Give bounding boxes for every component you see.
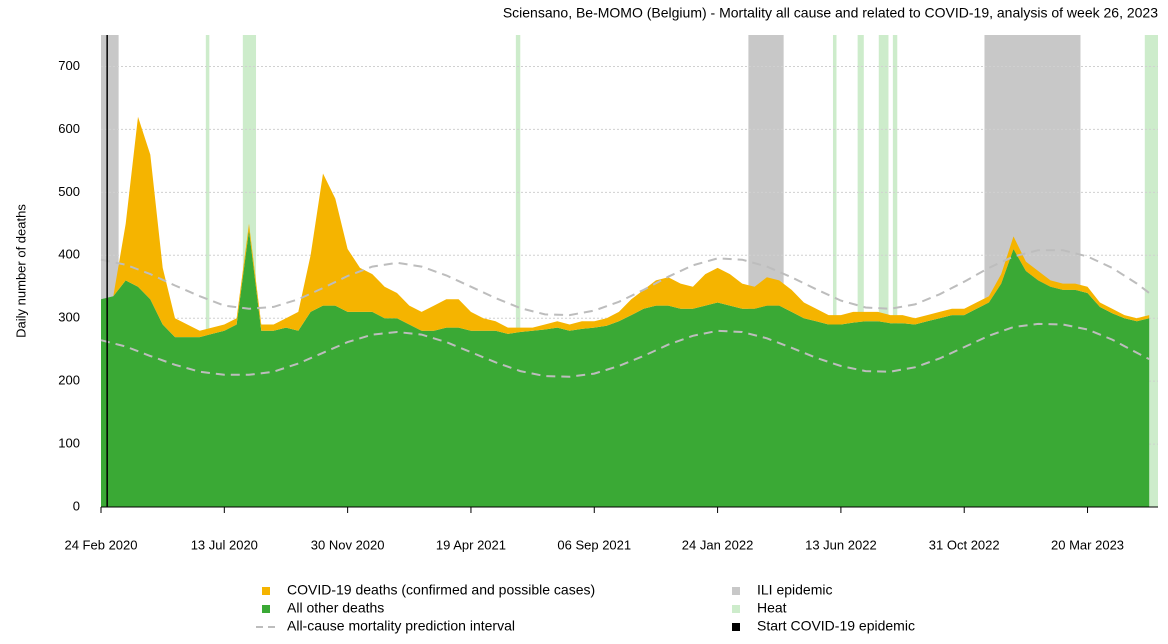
- y-tick-label: 600: [58, 121, 80, 136]
- x-tick-label: 13 Jul 2020: [191, 537, 258, 552]
- legend-marker: [732, 605, 740, 613]
- heat-band: [205, 35, 210, 507]
- interval-lower: [100, 322, 1150, 378]
- legend-marker: [732, 587, 740, 595]
- legend-marker: [262, 605, 270, 613]
- y-axis-label: Daily number of deaths: [13, 204, 28, 338]
- heat-band: [892, 35, 898, 507]
- y-tick-label: 500: [58, 184, 80, 199]
- legend-label: Start COVID-19 epidemic: [757, 618, 915, 634]
- legend-marker: [732, 623, 740, 631]
- legend-label: Heat: [757, 600, 787, 616]
- x-tick-label: 24 Jan 2022: [682, 537, 754, 552]
- legend-label: COVID-19 deaths (confirmed and possible …: [287, 582, 595, 598]
- y-tick-label: 0: [73, 498, 80, 513]
- legend-label: All-cause mortality prediction interval: [287, 618, 515, 634]
- x-tick-label: 19 Apr 2021: [436, 537, 506, 552]
- y-tick-label: 700: [58, 58, 80, 73]
- x-tick-label: 13 Jun 2022: [805, 537, 877, 552]
- x-tick-label: 06 Sep 2021: [557, 537, 631, 552]
- x-tick-label: 31 Oct 2022: [929, 537, 1000, 552]
- area: [101, 116, 1150, 338]
- x-tick-label: 20 Mar 2023: [1051, 537, 1124, 552]
- x-tick-label: 30 Nov 2020: [311, 537, 385, 552]
- legend-label: All other deaths: [287, 600, 384, 616]
- heat-band: [515, 35, 521, 507]
- y-tick-label: 300: [58, 310, 80, 325]
- heat-band: [832, 35, 837, 507]
- y-tick-label: 200: [58, 373, 80, 388]
- x-tick-label: 24 Feb 2020: [64, 537, 137, 552]
- heat-band: [878, 35, 889, 507]
- y-tick-label: 100: [58, 436, 80, 451]
- legend-label: ILI epidemic: [757, 582, 832, 598]
- area: [101, 230, 1150, 507]
- interval-upper: [100, 249, 1150, 317]
- chart-title: Sciensano, Be-MOMO (Belgium) - Mortality…: [503, 5, 1158, 21]
- heat-band: [857, 35, 864, 507]
- legend-marker: [262, 587, 270, 595]
- y-tick-label: 400: [58, 247, 80, 262]
